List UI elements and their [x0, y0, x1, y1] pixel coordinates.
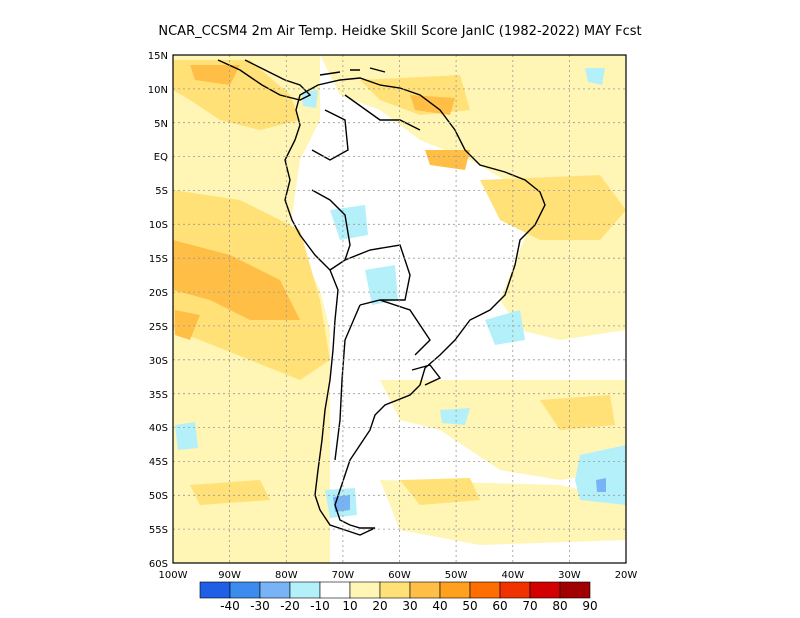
lon-label: 70W [332, 570, 355, 581]
colorbar-swatch [499, 581, 531, 599]
lat-label: 5N [154, 119, 168, 130]
lat-label: 10N [148, 85, 168, 96]
lat-label: 20S [149, 288, 168, 299]
coastlines [217, 59, 546, 536]
lat-label: 15S [149, 254, 168, 265]
colorbar-swatch [259, 581, 291, 599]
colorbar-swatch [289, 581, 321, 599]
colorbar-swatch [229, 581, 261, 599]
lat-label: 50S [149, 491, 168, 502]
skill-region-yellow-south [540, 395, 615, 430]
colorbar-swatch [529, 581, 561, 599]
plot-area [172, 54, 627, 564]
colorbar-swatches [199, 581, 591, 599]
colorbar-label: -10 [310, 599, 330, 613]
lon-label: 20W [615, 570, 638, 581]
caribbean-outline [319, 67, 386, 76]
colorbar-label: 40 [432, 599, 447, 613]
colorbar-swatch [349, 581, 381, 599]
gridlines [173, 55, 626, 563]
lon-label: 40W [501, 570, 524, 581]
lon-label: 60W [388, 570, 411, 581]
skill-region-orange-pacific [173, 240, 300, 320]
colorbar-swatch [409, 581, 441, 599]
colorbar-swatch [469, 581, 501, 599]
skill-region-yellow-atlantic [480, 175, 626, 240]
lon-axis: 100W 90W 80W 70W 60W 50W 40W 30W 20W [159, 570, 638, 581]
colorbar-label: 60 [492, 599, 507, 613]
colorbar-swatch [319, 581, 351, 599]
lat-label: 40S [149, 423, 168, 434]
lon-label: 80W [275, 570, 298, 581]
colorbar: -40 -30 -20 -10 10 20 30 40 50 60 70 80 90 [199, 581, 598, 613]
border-uruguay [411, 364, 442, 386]
border-paraguay [379, 299, 431, 356]
lat-label: 25S [149, 322, 168, 333]
colorbar-labels: -40 -30 -20 -10 10 20 30 40 50 60 70 80 90 [220, 599, 597, 613]
colorbar-label: 80 [552, 599, 567, 613]
lat-label: 55S [149, 525, 168, 536]
colorbar-swatch [199, 581, 231, 599]
skill-region-lightblue-atlantic [575, 445, 626, 505]
lon-label: 50W [445, 570, 468, 581]
lon-label: 30W [558, 570, 581, 581]
lat-axis: 15N 10N 5N EQ 5S 10S 15S 20S 25S 30S 35S… [148, 51, 168, 570]
border-venezuela [344, 94, 421, 131]
skill-region-lightblue-pacific [175, 422, 198, 450]
skill-region-lightblue-amazon [330, 205, 368, 240]
skill-region-lightblue-bolivia [365, 265, 398, 305]
lat-label: 35S [149, 390, 168, 401]
skill-region-orange-north [190, 65, 240, 85]
skill-region-lightblue-brazil [485, 310, 525, 345]
colorbar-label: 70 [522, 599, 537, 613]
colorbar-label: 90 [582, 599, 597, 613]
colorbar-label: 20 [372, 599, 387, 613]
border-argentina [334, 304, 361, 461]
skill-region-yellow-southeast [400, 478, 480, 505]
skill-region-orange-pacific-south [175, 310, 200, 340]
skill-region-yellow-southwest [190, 480, 270, 505]
skill-region-lightblue-caribbean [585, 68, 605, 85]
colorbar-label: 30 [402, 599, 417, 613]
colorbar-label: 50 [462, 599, 477, 613]
lat-label: 15N [148, 51, 168, 62]
colorbar-swatch [439, 581, 471, 599]
colorbar-label: -20 [280, 599, 300, 613]
skill-region-lightblue-panama [302, 90, 318, 108]
skill-region-lightblue-uruguay [440, 408, 470, 425]
lat-label: 30S [149, 356, 168, 367]
lat-label: 10S [149, 220, 168, 231]
colorbar-swatch [379, 581, 411, 599]
lon-label: 100W [159, 570, 188, 581]
lon-label: 90W [218, 570, 241, 581]
lat-label: 60S [149, 559, 168, 570]
central-america-outline [217, 59, 312, 101]
map-title: NCAR_CCSM4 2m Air Temp. Heidke Skill Sco… [158, 24, 641, 39]
colorbar-label: 10 [342, 599, 357, 613]
skill-region-blue-atlantic [596, 478, 606, 492]
lat-label: EQ [154, 152, 168, 163]
colorbar-swatch [559, 581, 591, 599]
skill-region-orange-brazil-north [425, 150, 470, 170]
plot-frame [172, 54, 627, 564]
colorbar-label: -30 [250, 599, 270, 613]
lat-label: 5S [155, 186, 168, 197]
colorbar-label: -40 [220, 599, 240, 613]
lat-label: 45S [149, 457, 168, 468]
